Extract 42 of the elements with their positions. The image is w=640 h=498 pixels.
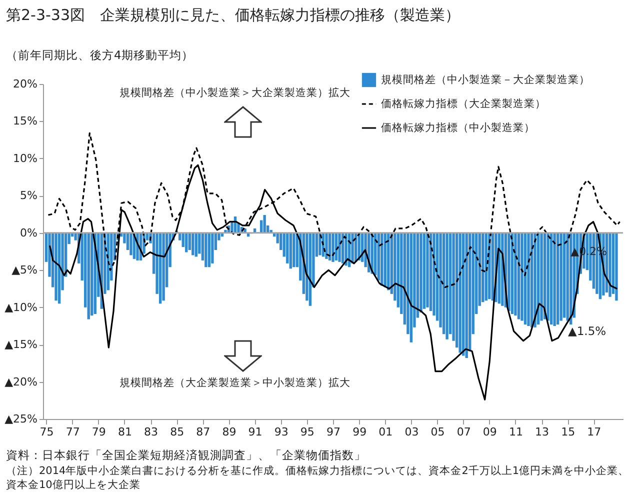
text: 資料：日本銀行「全国企業短期経済観測調査」、「企業物価指数」 [6,448,366,463]
x-tick-label: 17 [587,426,602,438]
y-tick-label: ▲25% [4,412,38,426]
x-tick-label: 11 [508,426,523,438]
y-tick-label: 10% [13,152,38,165]
legend-label: 価格転嫁力指標（大企業製造業） [381,97,546,110]
y-tick-label: 20% [13,78,38,90]
x-tick-label: 09 [482,426,497,438]
x-tick-label: 75 [40,426,54,438]
x-tick-label: 79 [92,426,106,438]
y-axis-title: （前年同期比、後方4期移動平均） [6,48,194,63]
x-tick-label: 77 [66,426,80,438]
x-tick-label: 85 [170,426,184,438]
x-tick-label: 87 [196,426,210,438]
y-tick-label: ▲20% [4,375,38,388]
y-tick-label: 0% [20,226,38,240]
x-tick-label: 89 [222,426,236,438]
x-tick-label: 13 [535,426,550,438]
annotation: ▲1.5% [568,324,606,338]
x-tick-label: 03 [404,426,419,438]
y-tick-label: ▲5% [12,264,38,277]
y-tick-label: ▲10% [4,300,38,314]
y-tick-label: ▲15% [4,338,38,352]
x-tick-label: 93 [274,426,288,438]
chart-title: 第2-3-33図 企業規模別に見た、価格転嫁力指標の推移（製造業） [6,6,460,25]
legend-label: 規模間格差（中小製造業－大企業製造業） [381,73,590,86]
y-tick-label: 15% [13,114,38,128]
x-tick-label: 15 [561,426,576,438]
text: （注）2014年版中小企業白書における分析を基に作成。価格転嫁力指標については、資本金2千万以上1億円未満を中小企業、資本金10億円以上を大企業 [6,464,630,492]
x-tick-label: 01 [378,426,393,438]
x-tick-label: 99 [352,426,367,438]
annotation: 規模間格差（大企業製造業＞中小製造業）拡大 [120,376,350,390]
x-tick-label: 05 [430,426,445,438]
x-tick-label: 91 [248,426,262,438]
x-tick-label: 83 [144,426,158,438]
y-tick-label: 5% [20,189,38,202]
x-tick-label: 81 [118,426,132,438]
x-tick-label: 95 [300,426,314,438]
x-tick-label: 07 [456,426,471,438]
legend-label: 価格転嫁力指標（中小製造業） [381,121,535,134]
annotation: 規模間格差（中小製造業＞大企業製造業）拡大 [120,86,350,100]
x-tick-label: 97 [326,426,340,438]
